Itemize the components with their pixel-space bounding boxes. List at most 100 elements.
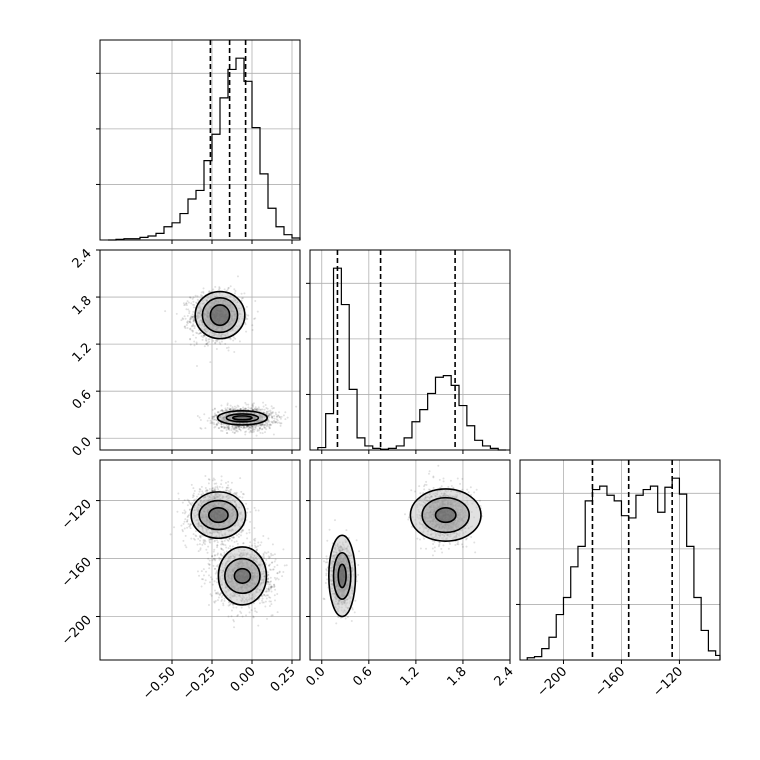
scatter-point	[241, 615, 244, 618]
scatter-point	[211, 417, 214, 420]
scatter-point	[202, 334, 205, 337]
scatter-point	[228, 408, 231, 411]
scatter-point	[191, 313, 194, 316]
scatter-point	[268, 587, 271, 590]
scatter-point	[230, 488, 233, 491]
scatter-point	[201, 490, 204, 493]
scatter-point	[224, 489, 227, 492]
scatter-point	[193, 327, 196, 330]
scatter-point	[244, 430, 247, 433]
scatter-point	[222, 543, 225, 546]
scatter-point	[270, 590, 273, 593]
scatter-point	[269, 411, 272, 414]
scatter-point	[182, 302, 185, 305]
scatter-point	[266, 594, 269, 597]
scatter-point	[267, 425, 270, 428]
scatter-point	[279, 422, 282, 425]
scatter-point	[259, 431, 262, 434]
scatter-point	[235, 426, 238, 429]
scatter-point	[209, 593, 212, 596]
scatter-point	[245, 408, 248, 411]
scatter-point	[201, 338, 204, 341]
scatter-point	[185, 546, 188, 549]
scatter-point	[235, 430, 238, 433]
scatter-point	[246, 425, 249, 428]
scatter-point	[183, 509, 186, 512]
y-tick-label: 0.0	[70, 434, 95, 459]
scatter-point	[226, 486, 229, 489]
panel-frame	[309, 249, 511, 451]
scatter-point	[198, 416, 201, 419]
scatter-point	[230, 539, 233, 542]
scatter-point	[215, 423, 218, 426]
scatter-point	[199, 332, 202, 335]
scatter-point	[269, 568, 272, 571]
scatter-point	[255, 548, 258, 551]
scatter-point	[267, 594, 270, 597]
scatter-point	[270, 405, 273, 408]
scatter-point	[210, 489, 213, 492]
scatter-point	[262, 555, 265, 558]
scatter-point	[295, 405, 298, 408]
scatter-point	[192, 533, 195, 536]
scatter-point	[231, 425, 234, 428]
scatter-point	[270, 585, 273, 588]
scatter-point	[208, 338, 211, 341]
scatter-point	[253, 527, 256, 530]
scatter-point	[221, 542, 224, 545]
scatter-point	[209, 538, 212, 541]
scatter-point	[270, 412, 273, 415]
scatter-point	[241, 528, 244, 531]
scatter-point	[190, 302, 193, 305]
scatter-point	[260, 408, 263, 411]
scatter-point	[200, 331, 203, 334]
scatter-point	[243, 426, 246, 429]
scatter-point	[205, 337, 208, 340]
scatter-point	[207, 603, 210, 606]
scatter-point	[227, 427, 230, 430]
scatter-point	[200, 585, 203, 588]
scatter-point	[261, 432, 264, 435]
scatter-point	[213, 412, 216, 415]
scatter-point	[249, 426, 252, 429]
scatter-point	[256, 310, 259, 313]
scatter-point	[193, 304, 196, 307]
scatter-point	[246, 511, 249, 514]
scatter-point	[265, 558, 268, 561]
scatter-point	[188, 321, 191, 324]
scatter-point	[266, 420, 269, 423]
scatter-point	[227, 486, 230, 489]
scatter-point	[220, 547, 223, 550]
scatter-point	[235, 406, 238, 409]
scatter-point	[248, 528, 251, 531]
scatter-point	[192, 487, 195, 490]
scatter-point	[186, 526, 189, 529]
scatter-point	[202, 291, 205, 294]
scatter-point	[245, 403, 248, 406]
scatter-point	[236, 614, 239, 617]
scatter-point	[212, 339, 215, 342]
scatter-point	[254, 317, 257, 320]
scatter-point	[267, 416, 270, 419]
scatter-point	[194, 294, 197, 297]
scatter-point	[251, 324, 254, 327]
scatter-point	[253, 408, 256, 411]
scatter-point	[193, 538, 196, 541]
scatter-point	[214, 592, 217, 595]
scatter-point	[185, 302, 188, 305]
scatter-point	[248, 611, 251, 614]
scatter-point	[199, 547, 202, 550]
scatter-point	[184, 510, 187, 513]
scatter-point	[247, 406, 250, 409]
scatter-point	[273, 560, 276, 563]
scatter-point	[189, 343, 192, 346]
scatter-point	[184, 534, 187, 537]
scatter-point	[231, 427, 234, 430]
scatter-point	[216, 539, 219, 542]
scatter-point	[177, 497, 180, 500]
scatter-point	[238, 425, 241, 428]
scatter-point	[262, 411, 265, 414]
scatter-point	[244, 407, 247, 410]
scatter-point	[217, 288, 220, 291]
scatter-point	[254, 427, 257, 430]
